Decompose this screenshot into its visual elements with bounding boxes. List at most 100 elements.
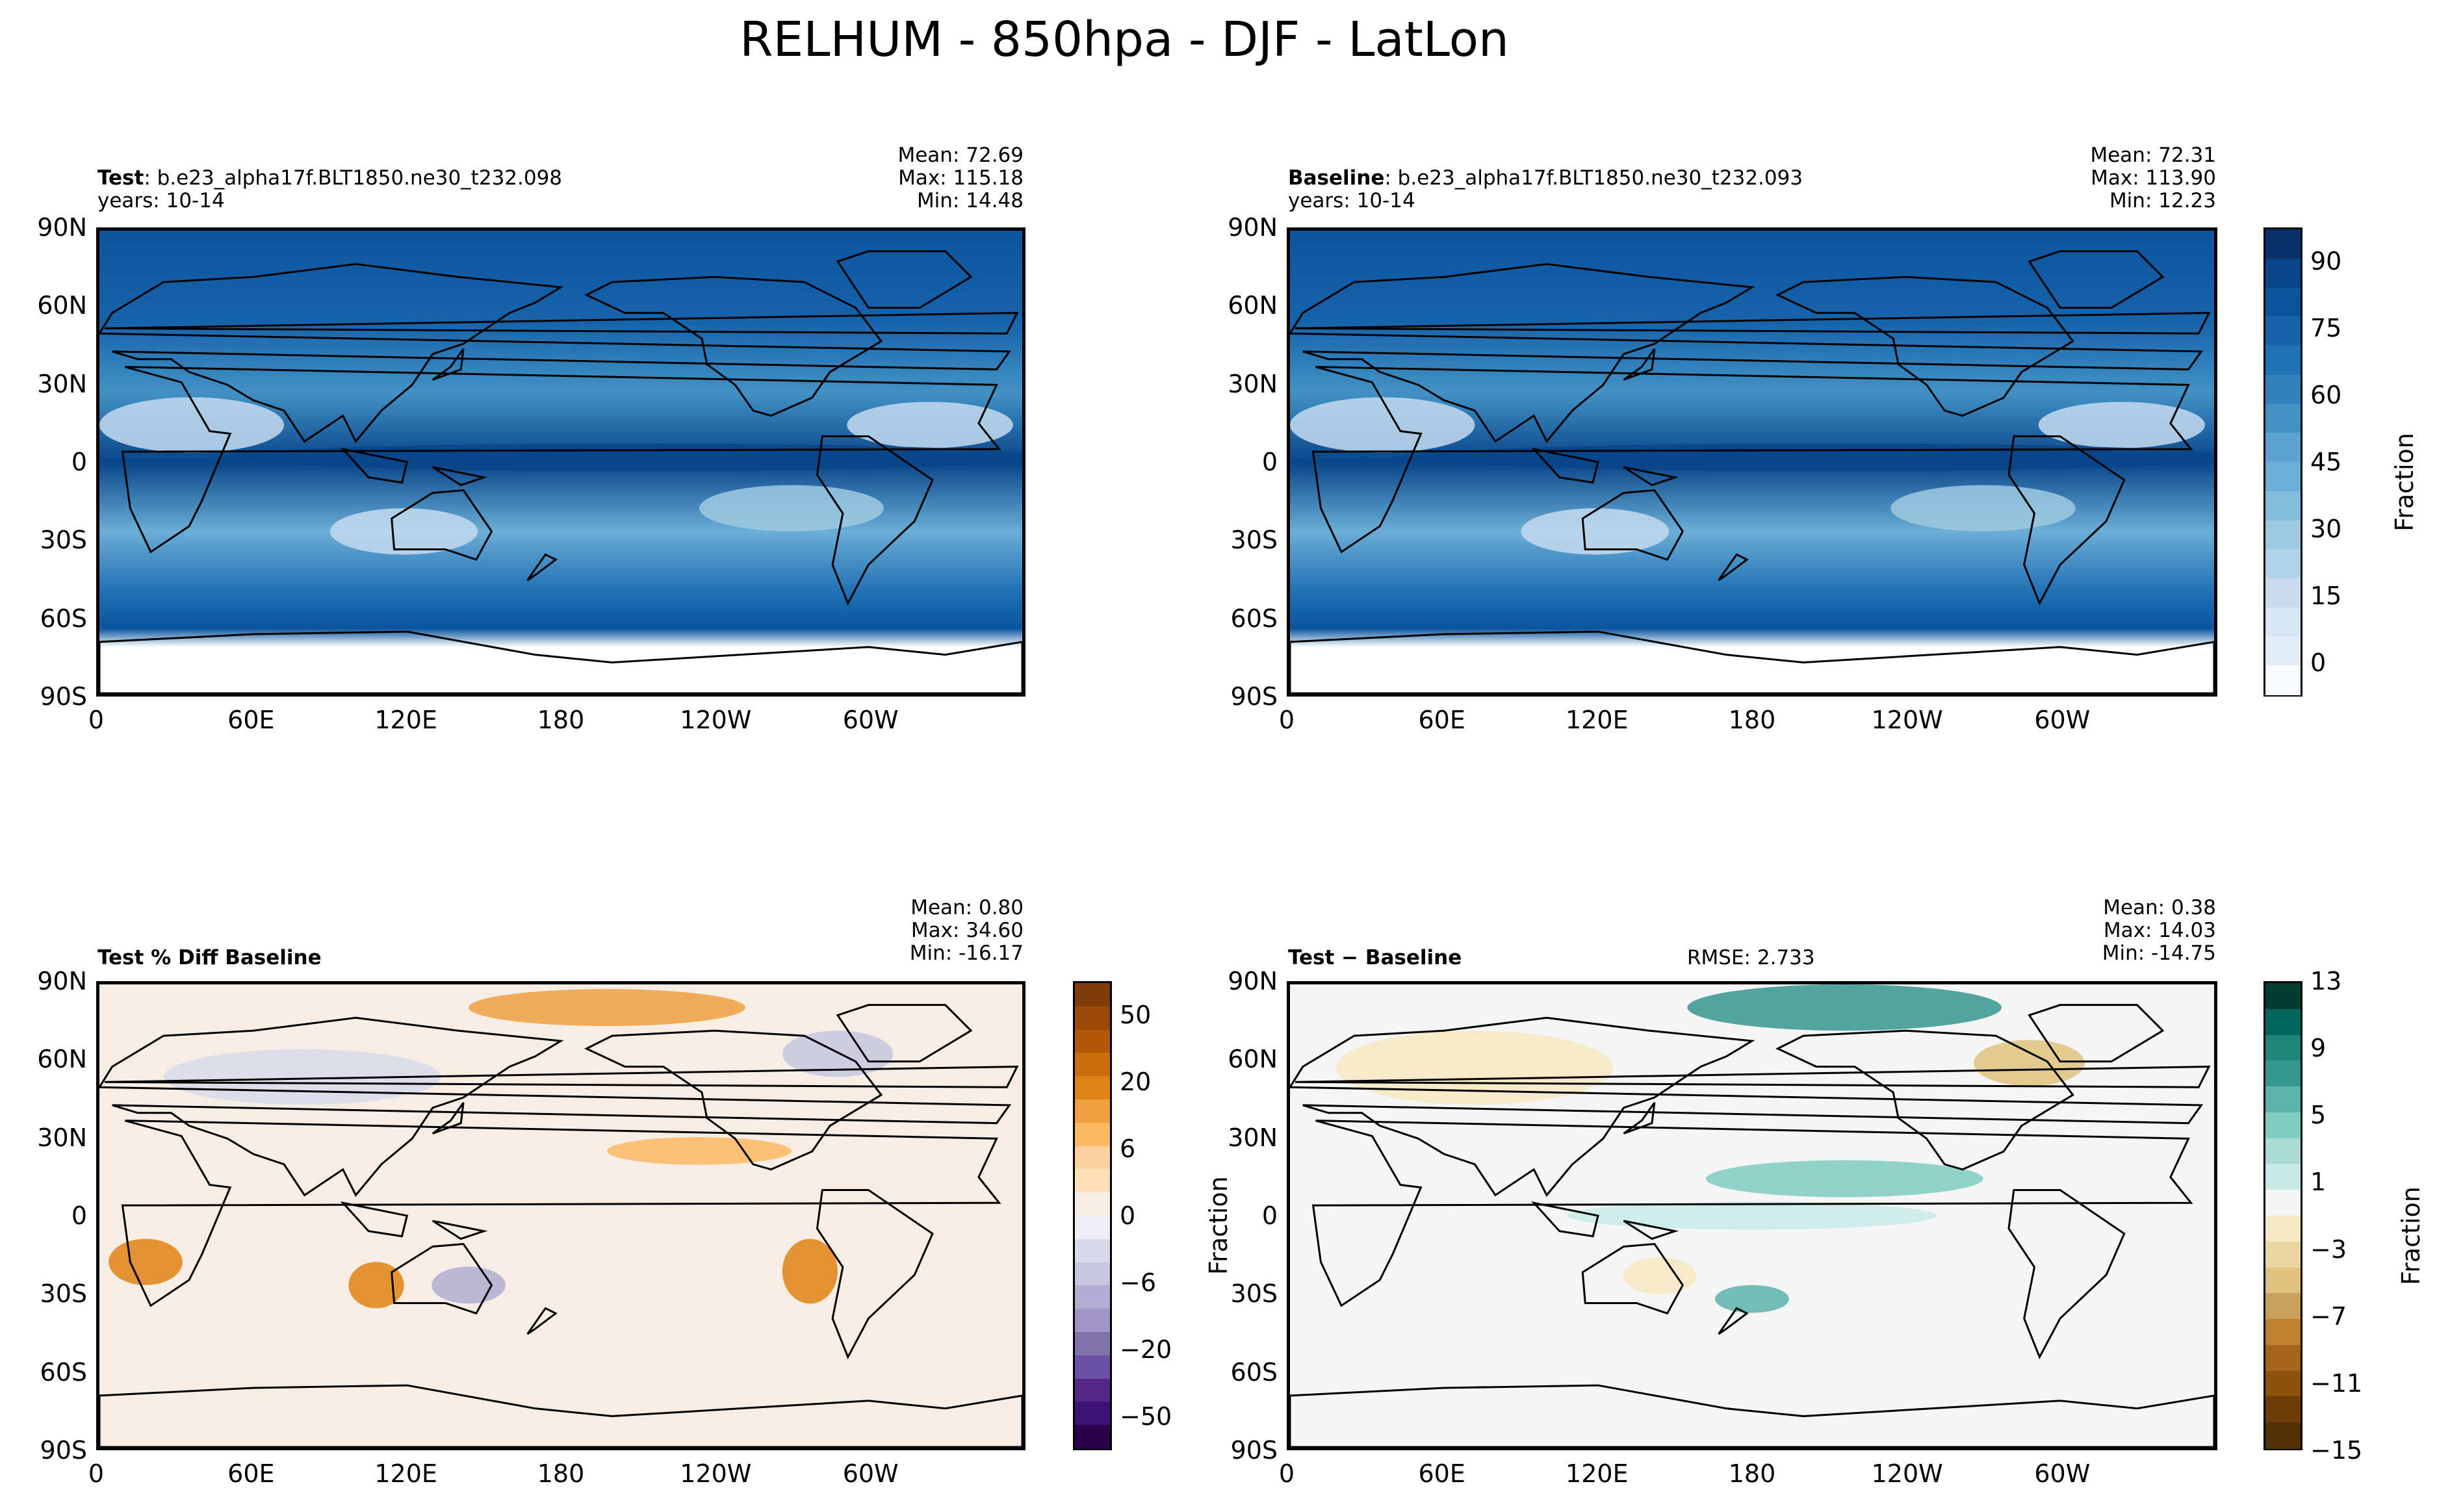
lon-tick-label: 60W — [2034, 706, 2091, 734]
colorbar-segment — [2265, 1164, 2301, 1191]
pctdiff-max: Max: 34.60 — [910, 919, 1024, 942]
colorbar-segment — [1075, 1332, 1110, 1356]
lon-tick-label: 120E — [374, 1459, 437, 1488]
colorbar-segment — [2265, 549, 2301, 580]
colorbar-segment — [2265, 607, 2301, 637]
colorbar-segment — [2265, 1344, 2301, 1372]
colorbar-segment — [2265, 433, 2301, 463]
lat-tick-label: 60S — [40, 1357, 87, 1387]
lat-tick-label: 90S — [40, 682, 87, 711]
colorbar-segment — [1075, 1309, 1110, 1333]
colorbar-segment — [1075, 1425, 1110, 1450]
colorbar-segment — [2265, 1293, 2301, 1320]
colorbar-segment — [2265, 1319, 2301, 1346]
colorbar-segment — [2265, 636, 2301, 667]
lon-tick-label: 180 — [1728, 1459, 1776, 1488]
lon-tick-label: 180 — [1728, 706, 1776, 734]
colorbar-pctdiff-tick: 6 — [1120, 1134, 1136, 1163]
colorbar-segment — [2265, 1190, 2301, 1217]
lat-tick-label: 0 — [1261, 1201, 1278, 1230]
colorbar-fraction-tick: 45 — [2310, 448, 2342, 476]
lon-tick-label: 60E — [1418, 706, 1465, 734]
colorbar-pctdiff-tick: 0 — [1120, 1201, 1136, 1230]
pctdiff-mean: Mean: 0.80 — [910, 896, 1024, 919]
lat-tick-label: 30N — [1228, 369, 1278, 398]
lat-tick-label: 60N — [1228, 1045, 1278, 1074]
lon-tick-label: 120W — [680, 1459, 752, 1488]
pctdiff-title: Test % Diff Baseline — [97, 946, 322, 969]
lat-tick-label: 60N — [37, 291, 87, 320]
colorbar-segment — [2265, 1060, 2301, 1088]
map-canvas — [99, 231, 1022, 693]
diff-min: Min: -14.75 — [2102, 942, 2216, 965]
colorbar-segment — [2265, 1267, 2301, 1294]
colorbar-segment — [1075, 1099, 1110, 1123]
diff-map — [1287, 981, 2217, 1450]
colorbar-fraction-label: Fraction — [2390, 433, 2419, 532]
colorbar-segment — [2265, 1034, 2301, 1062]
colorbar-fraction — [2263, 227, 2302, 697]
pctdiff-stats: Mean: 0.80 Max: 34.60 Min: -16.17 — [767, 897, 1024, 965]
colorbar-pctdiff-tick: −20 — [1120, 1335, 1172, 1365]
lat-tick-label: 30N — [1228, 1123, 1278, 1152]
colorbar-segment — [1075, 1378, 1110, 1403]
figure-title: RELHUM - 850hpa - DJF - LatLon — [740, 12, 1509, 68]
map-canvas — [1290, 984, 2214, 1447]
colorbar-pctdiff-tick: −6 — [1120, 1268, 1157, 1298]
colorbar-segment — [2265, 404, 2301, 434]
colorbar-diff-tick: 1 — [2310, 1168, 2327, 1197]
colorbar-segment — [1075, 983, 1110, 1007]
colorbar-segment — [1075, 1402, 1110, 1426]
lon-tick-label: 180 — [537, 706, 585, 734]
lon-tick-label: 180 — [537, 1459, 585, 1488]
colorbar-segment — [2265, 258, 2301, 288]
lon-tick-label: 120E — [1566, 1459, 1629, 1488]
colorbar-fraction-tick: 60 — [2310, 380, 2342, 409]
lat-tick-label: 90N — [1228, 213, 1278, 242]
baseline-title: Baseline: b.e23_alpha17f.BLT1850.ne30_t2… — [1288, 167, 1803, 190]
lat-tick-label: 60N — [1228, 291, 1278, 320]
lat-tick-label: 60S — [1230, 604, 1278, 633]
lon-tick-label: 0 — [88, 1459, 105, 1488]
lon-tick-label: 0 — [1278, 706, 1295, 734]
baseline-mean: Mean: 72.31 — [2090, 144, 2216, 167]
colorbar-diff-tick: −15 — [2310, 1436, 2363, 1465]
test-mean: Mean: 72.69 — [897, 144, 1024, 167]
lat-tick-label: 30S — [40, 1279, 87, 1309]
lon-tick-label: 60E — [227, 706, 275, 734]
baseline-min: Min: 12.23 — [2109, 189, 2216, 212]
lat-tick-label: 90N — [37, 213, 87, 242]
lat-tick-label: 30N — [37, 369, 87, 398]
colorbar-segment — [1075, 1029, 1110, 1054]
lat-tick-label: 90S — [40, 1436, 87, 1465]
lat-tick-label: 0 — [1261, 448, 1278, 476]
colorbar-segment — [2265, 1008, 2301, 1036]
colorbar-diff-tick: −7 — [2310, 1301, 2347, 1331]
lat-tick-label: 30N — [37, 1123, 87, 1152]
lat-tick-label: 0 — [71, 1201, 87, 1230]
colorbar-segment — [1075, 1169, 1110, 1194]
colorbar-segment — [2265, 1112, 2301, 1139]
colorbar-segment — [2265, 1422, 2301, 1450]
colorbar-pctdiff-tick: 20 — [1120, 1067, 1152, 1096]
colorbar-segment — [1075, 1238, 1110, 1263]
colorbar-segment — [2265, 374, 2301, 405]
diff-left-ylabel: Fraction — [1204, 1176, 1233, 1275]
lon-tick-label: 60W — [2034, 1459, 2091, 1488]
colorbar-pctdiff-tick: −50 — [1120, 1402, 1172, 1431]
colorbar-segment — [2265, 1138, 2301, 1165]
test-title: Test: b.e23_alpha17f.BLT1850.ne30_t232.0… — [97, 167, 562, 190]
lat-tick-label: 60S — [40, 604, 87, 633]
lon-tick-label: 120E — [374, 706, 437, 734]
lat-tick-label: 30S — [1230, 1279, 1278, 1309]
baseline-stats: Mean: 72.31 Max: 113.90 Min: 12.23 — [1956, 144, 2216, 212]
colorbar-segment — [2265, 578, 2301, 608]
colorbar-diff-tick: 5 — [2310, 1101, 2327, 1130]
pctdiff-min: Min: -16.17 — [909, 942, 1024, 965]
colorbar-fraction-tick: 90 — [2310, 246, 2342, 275]
test-title-bold: Test — [97, 166, 144, 190]
colorbar-diff-tick: −11 — [2310, 1368, 2363, 1398]
colorbar-pctdiff-tick: 50 — [1120, 1000, 1152, 1029]
colorbar-fraction-tick: 0 — [2310, 648, 2327, 678]
test-years: years: 10-14 — [97, 189, 225, 212]
